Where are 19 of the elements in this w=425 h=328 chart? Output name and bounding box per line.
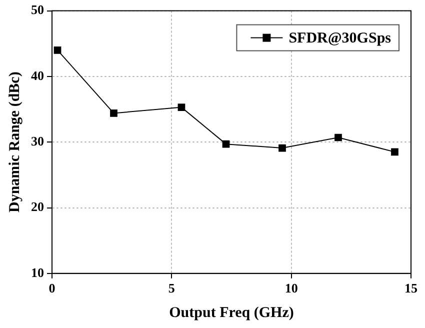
x-tick-label: 5 — [168, 280, 176, 296]
point — [391, 148, 398, 156]
point — [110, 110, 118, 117]
point — [334, 134, 342, 142]
x-tick-label: 15 — [404, 280, 418, 296]
x-axis-title: Output Freq (GHz) — [169, 304, 294, 321]
legend-label: SFDR@30GSps — [288, 30, 392, 47]
y-tick-label: 40 — [31, 68, 44, 83]
point — [278, 144, 286, 152]
y-tick-label: 20 — [31, 199, 44, 214]
x-tick-label: 0 — [48, 280, 56, 296]
y-axis-title: Dynamic Range (dBc) — [6, 72, 23, 213]
y-tick-label: 30 — [31, 133, 44, 148]
y-tick-label: 10 — [31, 264, 44, 280]
y-tick-label: 50 — [31, 2, 44, 18]
point — [54, 46, 62, 54]
point — [178, 104, 186, 111]
x-tick-label: 10 — [284, 280, 298, 296]
point — [222, 140, 230, 148]
